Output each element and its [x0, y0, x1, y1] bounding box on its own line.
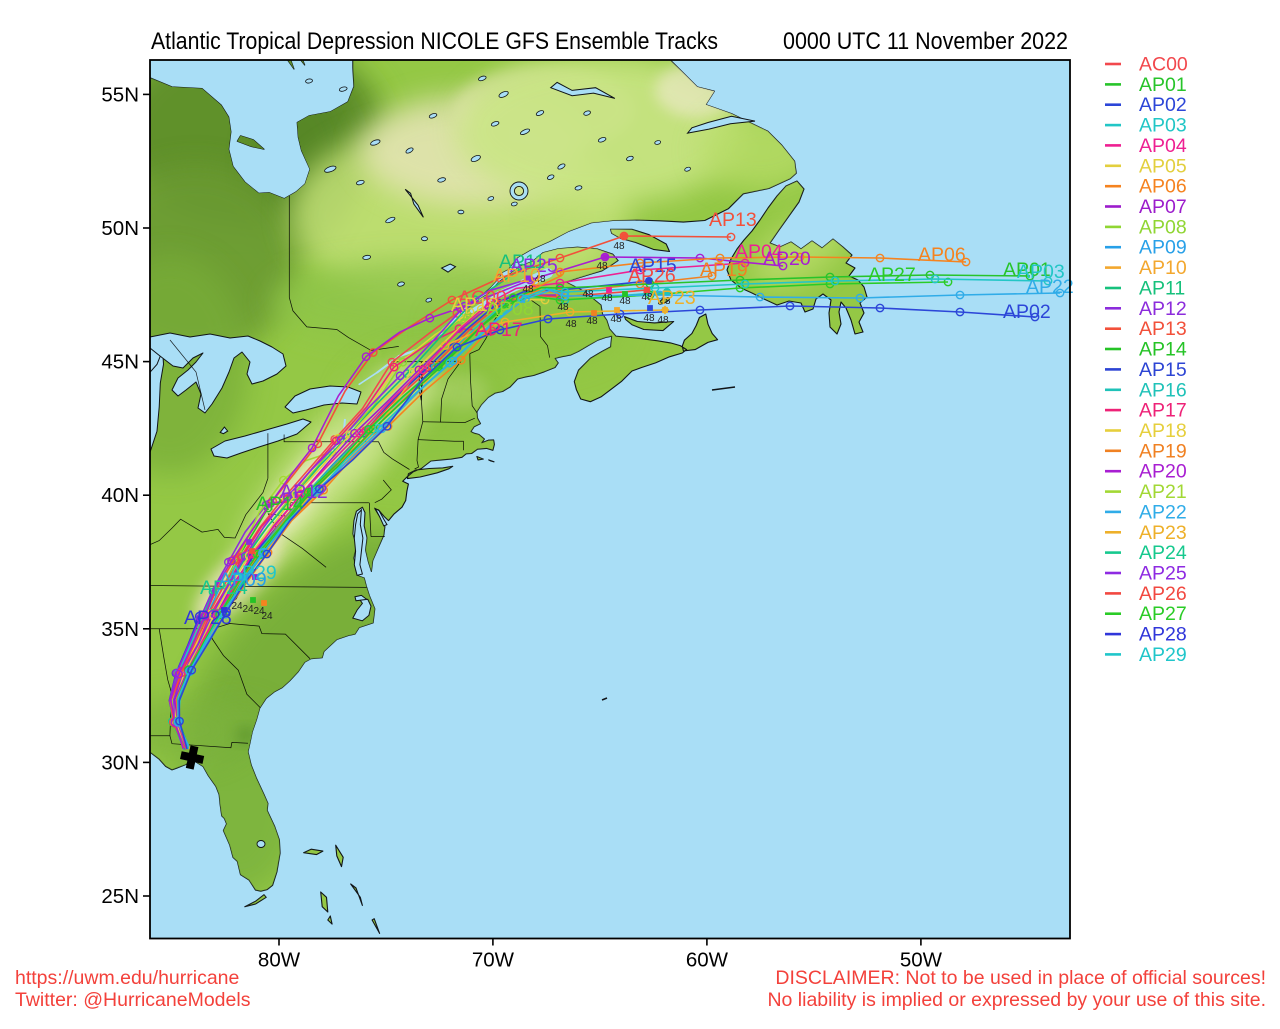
svg-text:AP10: AP10: [493, 265, 541, 287]
svg-text:60W: 60W: [686, 949, 729, 972]
svg-text:AP07: AP07: [1139, 196, 1187, 218]
svg-text:AP29: AP29: [229, 562, 277, 584]
svg-text:70W: 70W: [472, 949, 515, 972]
svg-text:24: 24: [242, 604, 254, 615]
svg-text:Atlantic Tropical Depression N: Atlantic Tropical Depression NICOLE GFS …: [151, 28, 718, 55]
svg-text:AP23: AP23: [1139, 522, 1187, 544]
svg-text:AP17: AP17: [1139, 400, 1187, 422]
svg-text:AP11: AP11: [1139, 278, 1185, 300]
svg-text:AP03: AP03: [1017, 261, 1065, 283]
svg-text:AP09: AP09: [219, 569, 267, 591]
svg-text:48: 48: [610, 314, 622, 325]
svg-text:AP25: AP25: [510, 255, 558, 277]
svg-text:48: 48: [659, 296, 671, 307]
svg-text:AP02: AP02: [1139, 94, 1187, 116]
svg-text:24: 24: [261, 611, 273, 622]
svg-text:AP12: AP12: [280, 481, 328, 503]
svg-text:AP12: AP12: [1139, 298, 1187, 320]
svg-text:55N: 55N: [101, 83, 139, 106]
svg-text:35N: 35N: [101, 618, 139, 641]
svg-text:48: 48: [582, 289, 594, 300]
svg-text:AP06: AP06: [918, 244, 966, 266]
svg-text:AC00: AC00: [1139, 54, 1188, 76]
svg-text:AP01: AP01: [1139, 74, 1187, 96]
svg-text:80W: 80W: [258, 949, 301, 972]
svg-text:48: 48: [613, 241, 625, 252]
svg-text:AP24: AP24: [200, 577, 248, 599]
svg-text:AP25: AP25: [1139, 563, 1187, 585]
svg-text:AP20: AP20: [763, 248, 811, 270]
svg-text:48: 48: [657, 315, 669, 326]
svg-text:AP04: AP04: [735, 241, 783, 263]
svg-text:AP08: AP08: [486, 298, 534, 320]
svg-text:AP24: AP24: [1139, 542, 1187, 564]
svg-text:24: 24: [231, 601, 243, 612]
svg-text:DISCLAIMER: Not to be used in: DISCLAIMER: Not to be used in place of o…: [775, 967, 1266, 989]
svg-text:AP14: AP14: [1139, 339, 1187, 361]
svg-text:AP05: AP05: [1139, 155, 1187, 177]
svg-text:AP13: AP13: [709, 209, 757, 231]
svg-text:AP13: AP13: [1139, 318, 1187, 340]
svg-text:48: 48: [534, 274, 546, 285]
svg-text:AP17: AP17: [475, 319, 523, 341]
svg-text:AP04: AP04: [1139, 135, 1187, 157]
svg-text:AP06: AP06: [1139, 176, 1187, 198]
svg-text:AP28: AP28: [184, 607, 232, 629]
svg-text:No liability is implied or exp: No liability is implied or expressed by …: [767, 989, 1266, 1011]
svg-text:48: 48: [641, 292, 653, 303]
svg-text:24: 24: [253, 606, 265, 617]
svg-text:40N: 40N: [101, 484, 139, 507]
svg-text:30N: 30N: [101, 751, 139, 774]
svg-text:AP18: AP18: [451, 294, 499, 316]
svg-text:AP02: AP02: [1003, 301, 1051, 323]
svg-text:AP19: AP19: [1139, 440, 1187, 462]
svg-text:AP11: AP11: [499, 251, 545, 273]
svg-text:AP22: AP22: [1026, 276, 1074, 298]
svg-text:AP09: AP09: [1139, 237, 1187, 259]
svg-text:AP15: AP15: [1139, 359, 1187, 381]
svg-text:AP19: AP19: [700, 259, 748, 281]
svg-text:48: 48: [557, 302, 569, 313]
svg-text:AP23: AP23: [648, 287, 696, 309]
svg-text:AP20: AP20: [1139, 461, 1187, 483]
svg-text:25N: 25N: [101, 885, 139, 908]
svg-text:AP15: AP15: [629, 255, 677, 277]
svg-text:AP29: AP29: [1139, 644, 1187, 666]
svg-text:AC00: AC00: [458, 287, 507, 309]
svg-text:45N: 45N: [101, 351, 139, 374]
svg-text:AP03: AP03: [1139, 115, 1187, 137]
svg-text:48: 48: [522, 284, 534, 295]
svg-text:48: 48: [601, 293, 613, 304]
svg-text:AP16: AP16: [1139, 379, 1187, 401]
svg-text:AP08: AP08: [1139, 216, 1187, 238]
svg-text:48: 48: [619, 296, 631, 307]
svg-text:50W: 50W: [900, 949, 943, 972]
svg-text:AP22: AP22: [1139, 501, 1187, 523]
svg-text:AP28: AP28: [1139, 624, 1187, 646]
svg-text:48: 48: [643, 313, 655, 324]
svg-text:50N: 50N: [101, 217, 139, 240]
svg-text:Twitter: @HurricaneModels: Twitter: @HurricaneModels: [15, 989, 251, 1011]
svg-text:https://uwm.edu/hurricane: https://uwm.edu/hurricane: [15, 967, 239, 989]
svg-text:AP14: AP14: [256, 493, 304, 515]
svg-text:AP01: AP01: [1003, 259, 1051, 281]
svg-text:0000 UTC 11 November 2022: 0000 UTC 11 November 2022: [783, 28, 1068, 55]
svg-text:AP27: AP27: [1139, 603, 1187, 625]
svg-text:AP27: AP27: [868, 264, 916, 286]
svg-text:AP18: AP18: [1139, 420, 1187, 442]
svg-text:AP26: AP26: [628, 265, 676, 287]
svg-text:48: 48: [586, 316, 598, 327]
svg-text:AP10: AP10: [1139, 257, 1187, 279]
svg-text:48: 48: [565, 319, 577, 330]
svg-text:AP21: AP21: [1139, 481, 1187, 503]
svg-text:AP26: AP26: [1139, 583, 1187, 605]
svg-text:48: 48: [596, 261, 608, 272]
